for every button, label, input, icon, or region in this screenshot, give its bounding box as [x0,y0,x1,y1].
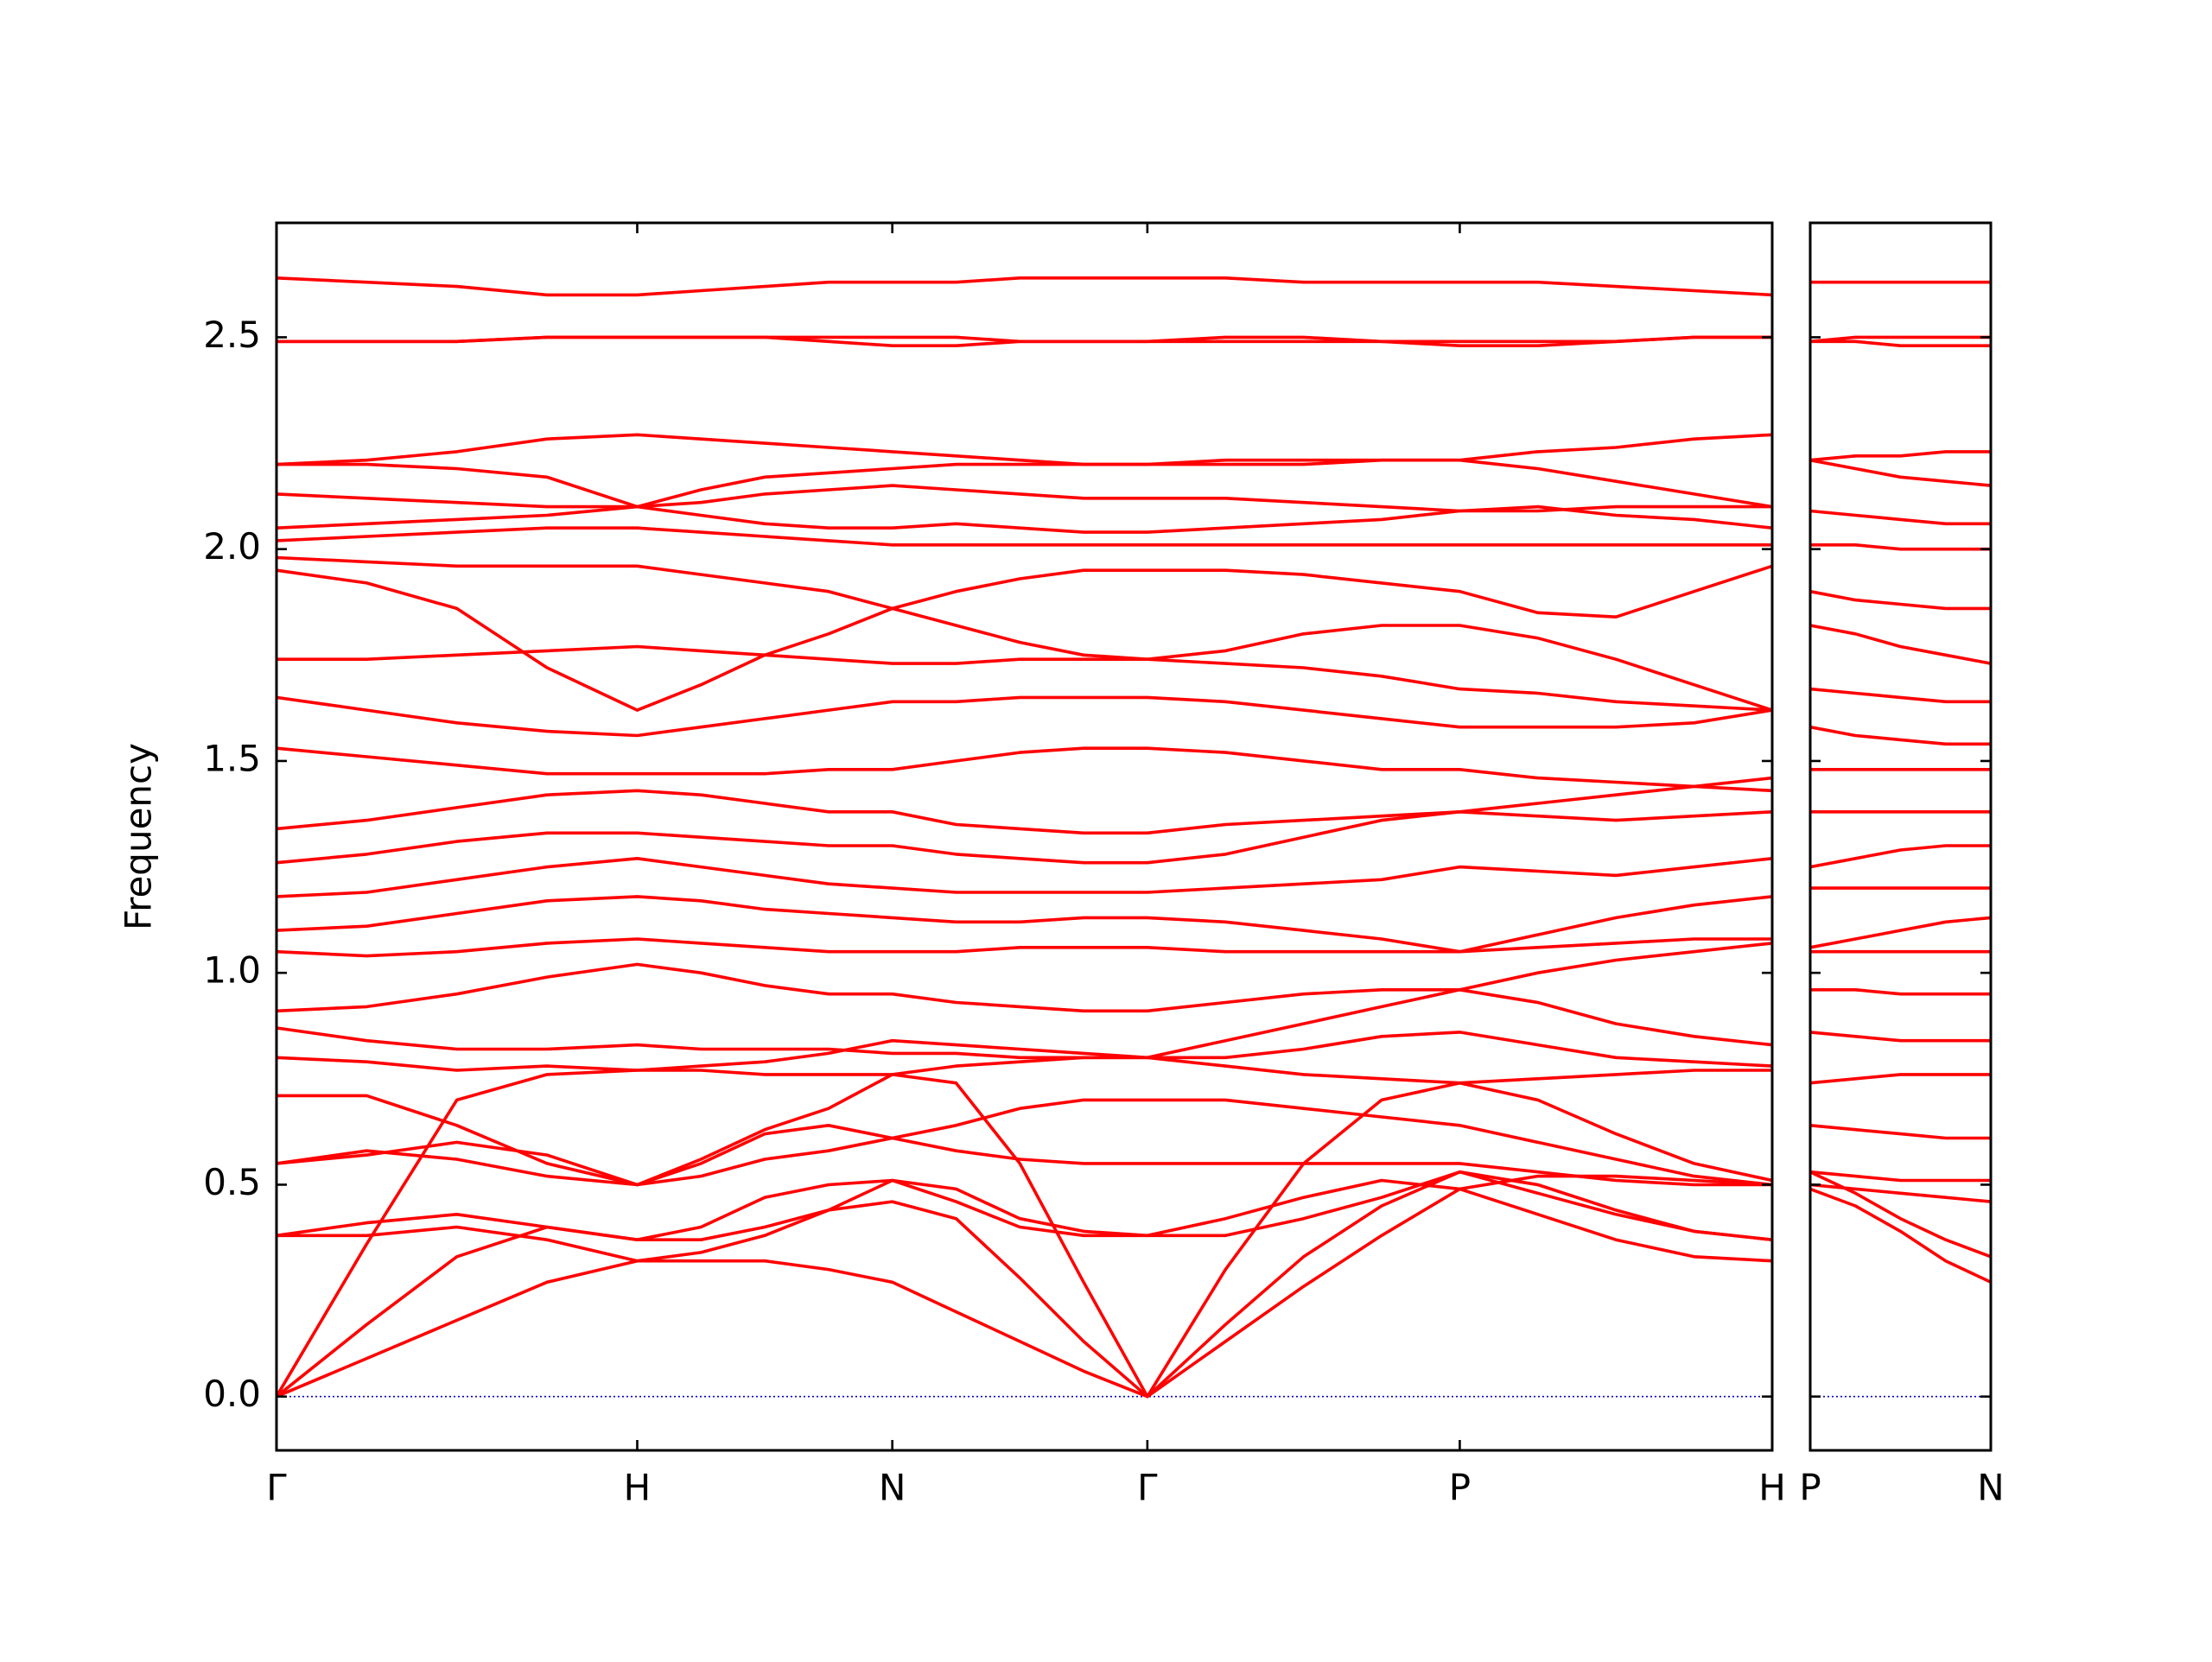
x-tick-label: Γ [266,1467,287,1509]
band-line [1810,339,1991,348]
band-line [1810,542,1991,551]
band-line [276,526,1772,547]
band-line [276,504,1773,534]
y-axis-label: Frequency [118,743,160,930]
band-line [1809,1031,1991,1043]
band-line [1809,589,1991,611]
band-line [276,335,1772,348]
y-tick-label: 1.5 [203,737,261,779]
band-line [275,1170,1773,1399]
x-tick-label: N [1977,1467,2004,1509]
band-line [276,856,1773,898]
band-line [276,1174,1773,1241]
band-line [276,895,1773,954]
x-tick-label: Γ [1137,1467,1158,1509]
x-tick-label: H [1758,1467,1786,1509]
band-line [276,776,1773,835]
band-line [276,937,1772,958]
band-line [276,276,1773,297]
plot-frame [1808,221,1993,1452]
y-tick-label: 1.0 [203,949,261,992]
band-line [1809,1183,1992,1203]
x-tick-label: P [1449,1467,1471,1509]
band-line [276,458,1773,509]
band-line [276,433,1773,466]
plot-frame [275,221,1774,1452]
band-line [276,809,1773,865]
band-line [1810,988,1991,996]
band-line [1809,450,1991,462]
band-line [1809,624,1992,665]
band-line [276,568,1773,712]
band-line [275,1069,1772,1399]
band-line [1809,335,1991,344]
band-line [276,644,1773,712]
x-tick-label: P [1799,1467,1821,1509]
band-line [1809,844,1991,869]
band-line [276,988,1773,1060]
band-line [1809,1073,1991,1085]
band-line [276,1187,1773,1399]
band-line [1809,1187,1992,1284]
band-line [1809,687,1991,704]
band-line [276,942,1773,1013]
band-line [276,1098,1773,1187]
band-line [276,746,1773,793]
x-tick-label: H [624,1467,652,1509]
band-line [1809,1170,1992,1259]
band-line [1809,458,1992,487]
band-line [276,1136,1772,1187]
band-line [276,695,1773,738]
band-line [276,555,1773,619]
band-line [1809,1170,1991,1183]
band-line [276,1056,1773,1187]
band-line [1809,916,1992,949]
y-tick-label: 2.5 [203,314,261,356]
band-line [276,484,1772,513]
x-tick-label: N [879,1467,906,1509]
band-line [1809,1124,1991,1140]
band-line [276,1031,1773,1072]
y-tick-label: 0.0 [203,1373,261,1415]
y-tick-label: 0.5 [203,1161,261,1203]
band-line [1809,509,1991,526]
y-tick-label: 2.0 [203,525,261,568]
band-line [1809,725,1991,746]
